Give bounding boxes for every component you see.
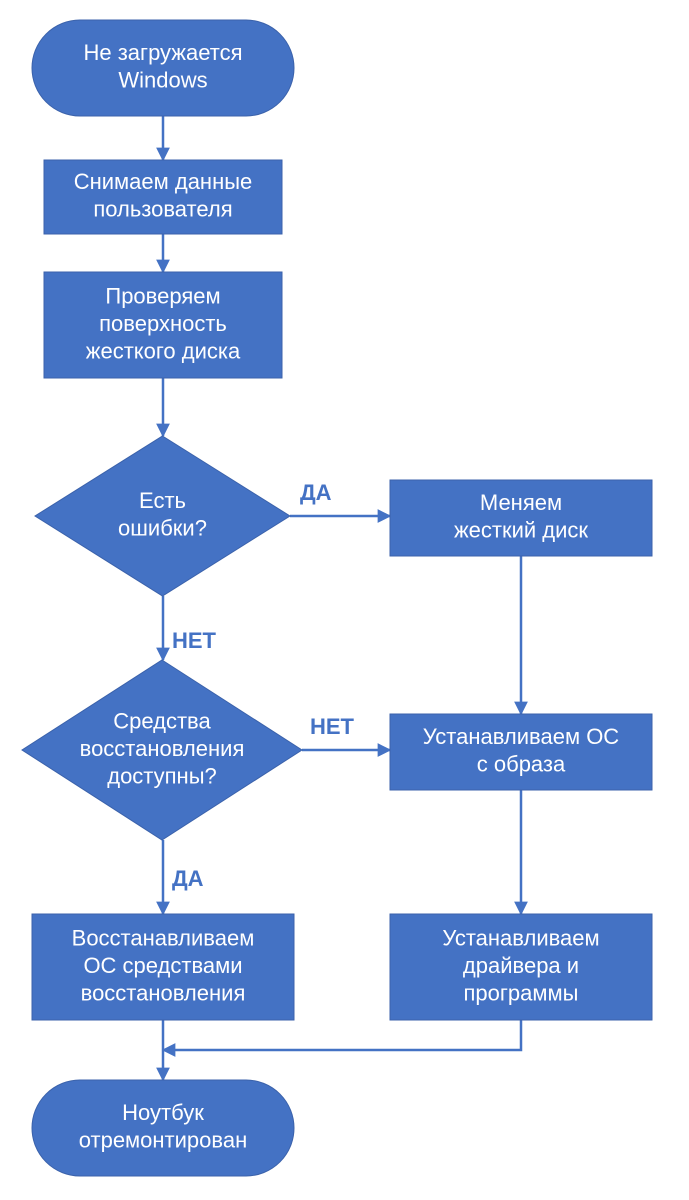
edge-label-errors-swap: ДА	[300, 480, 332, 505]
edge-label-recov-restore: ДА	[172, 866, 204, 891]
node-errors-line-1: ошибки?	[118, 516, 207, 541]
node-drivers-line-2: программы	[464, 980, 579, 1005]
node-image: Устанавливаем ОС с образа	[390, 714, 652, 790]
node-image-line-1: с образа	[477, 752, 566, 777]
node-end-line-1: отремонтирован	[79, 1128, 247, 1153]
edge-drivers-end_join	[163, 1020, 521, 1050]
node-backup-line-1: пользователя	[93, 197, 232, 222]
node-drivers: Устанавливаем драйвера ипрограммы	[390, 914, 652, 1020]
node-check-line-2: жесткого диска	[86, 338, 241, 363]
node-drivers-line-0: Устанавливаем	[442, 925, 599, 950]
node-recov-line-2: доступны?	[107, 763, 217, 788]
node-end: Ноутбук отремонтирован	[32, 1080, 294, 1176]
node-image-line-0: Устанавливаем ОС	[423, 724, 620, 749]
node-check: Проверяем поверхностьжесткого диска	[44, 272, 282, 378]
node-backup: Снимаем данные пользователя	[44, 160, 282, 234]
node-errors-line-0: Есть	[139, 488, 186, 513]
node-recov-line-0: Средства	[113, 708, 211, 733]
node-swap-line-1: жесткий диск	[454, 518, 588, 543]
node-restore-line-2: восстановления	[81, 980, 246, 1005]
node-recov: Средства восстановлениядоступны?	[22, 660, 302, 840]
edge-label-errors-recov: НЕТ	[172, 628, 217, 653]
node-start-line-0: Не загружается	[83, 40, 242, 65]
node-check-line-0: Проверяем	[105, 283, 220, 308]
node-recov-line-1: восстановления	[80, 736, 245, 761]
node-backup-line-0: Снимаем данные	[74, 169, 253, 194]
node-check-line-1: поверхность	[99, 311, 227, 336]
node-drivers-line-1: драйвера и	[463, 953, 579, 978]
flowchart-canvas: ДА НЕТ НЕТ ДА Не загружается Windows Снимаем д…	[0, 0, 689, 1200]
node-start: Не загружается Windows	[32, 20, 294, 116]
node-restore-line-1: ОС средствами	[83, 953, 242, 978]
node-errors: Есть ошибки?	[35, 436, 290, 596]
node-start-line-1: Windows	[118, 68, 207, 93]
edge-label-recov-image: НЕТ	[310, 714, 355, 739]
node-restore-line-0: Восстанавливаем	[72, 925, 255, 950]
node-restore: Восстанавливаем ОС средствамивосстановлен…	[32, 914, 294, 1020]
node-swap: Меняем жесткий диск	[390, 480, 652, 556]
node-end-line-0: Ноутбук	[122, 1100, 204, 1125]
node-swap-line-0: Меняем	[480, 490, 562, 515]
